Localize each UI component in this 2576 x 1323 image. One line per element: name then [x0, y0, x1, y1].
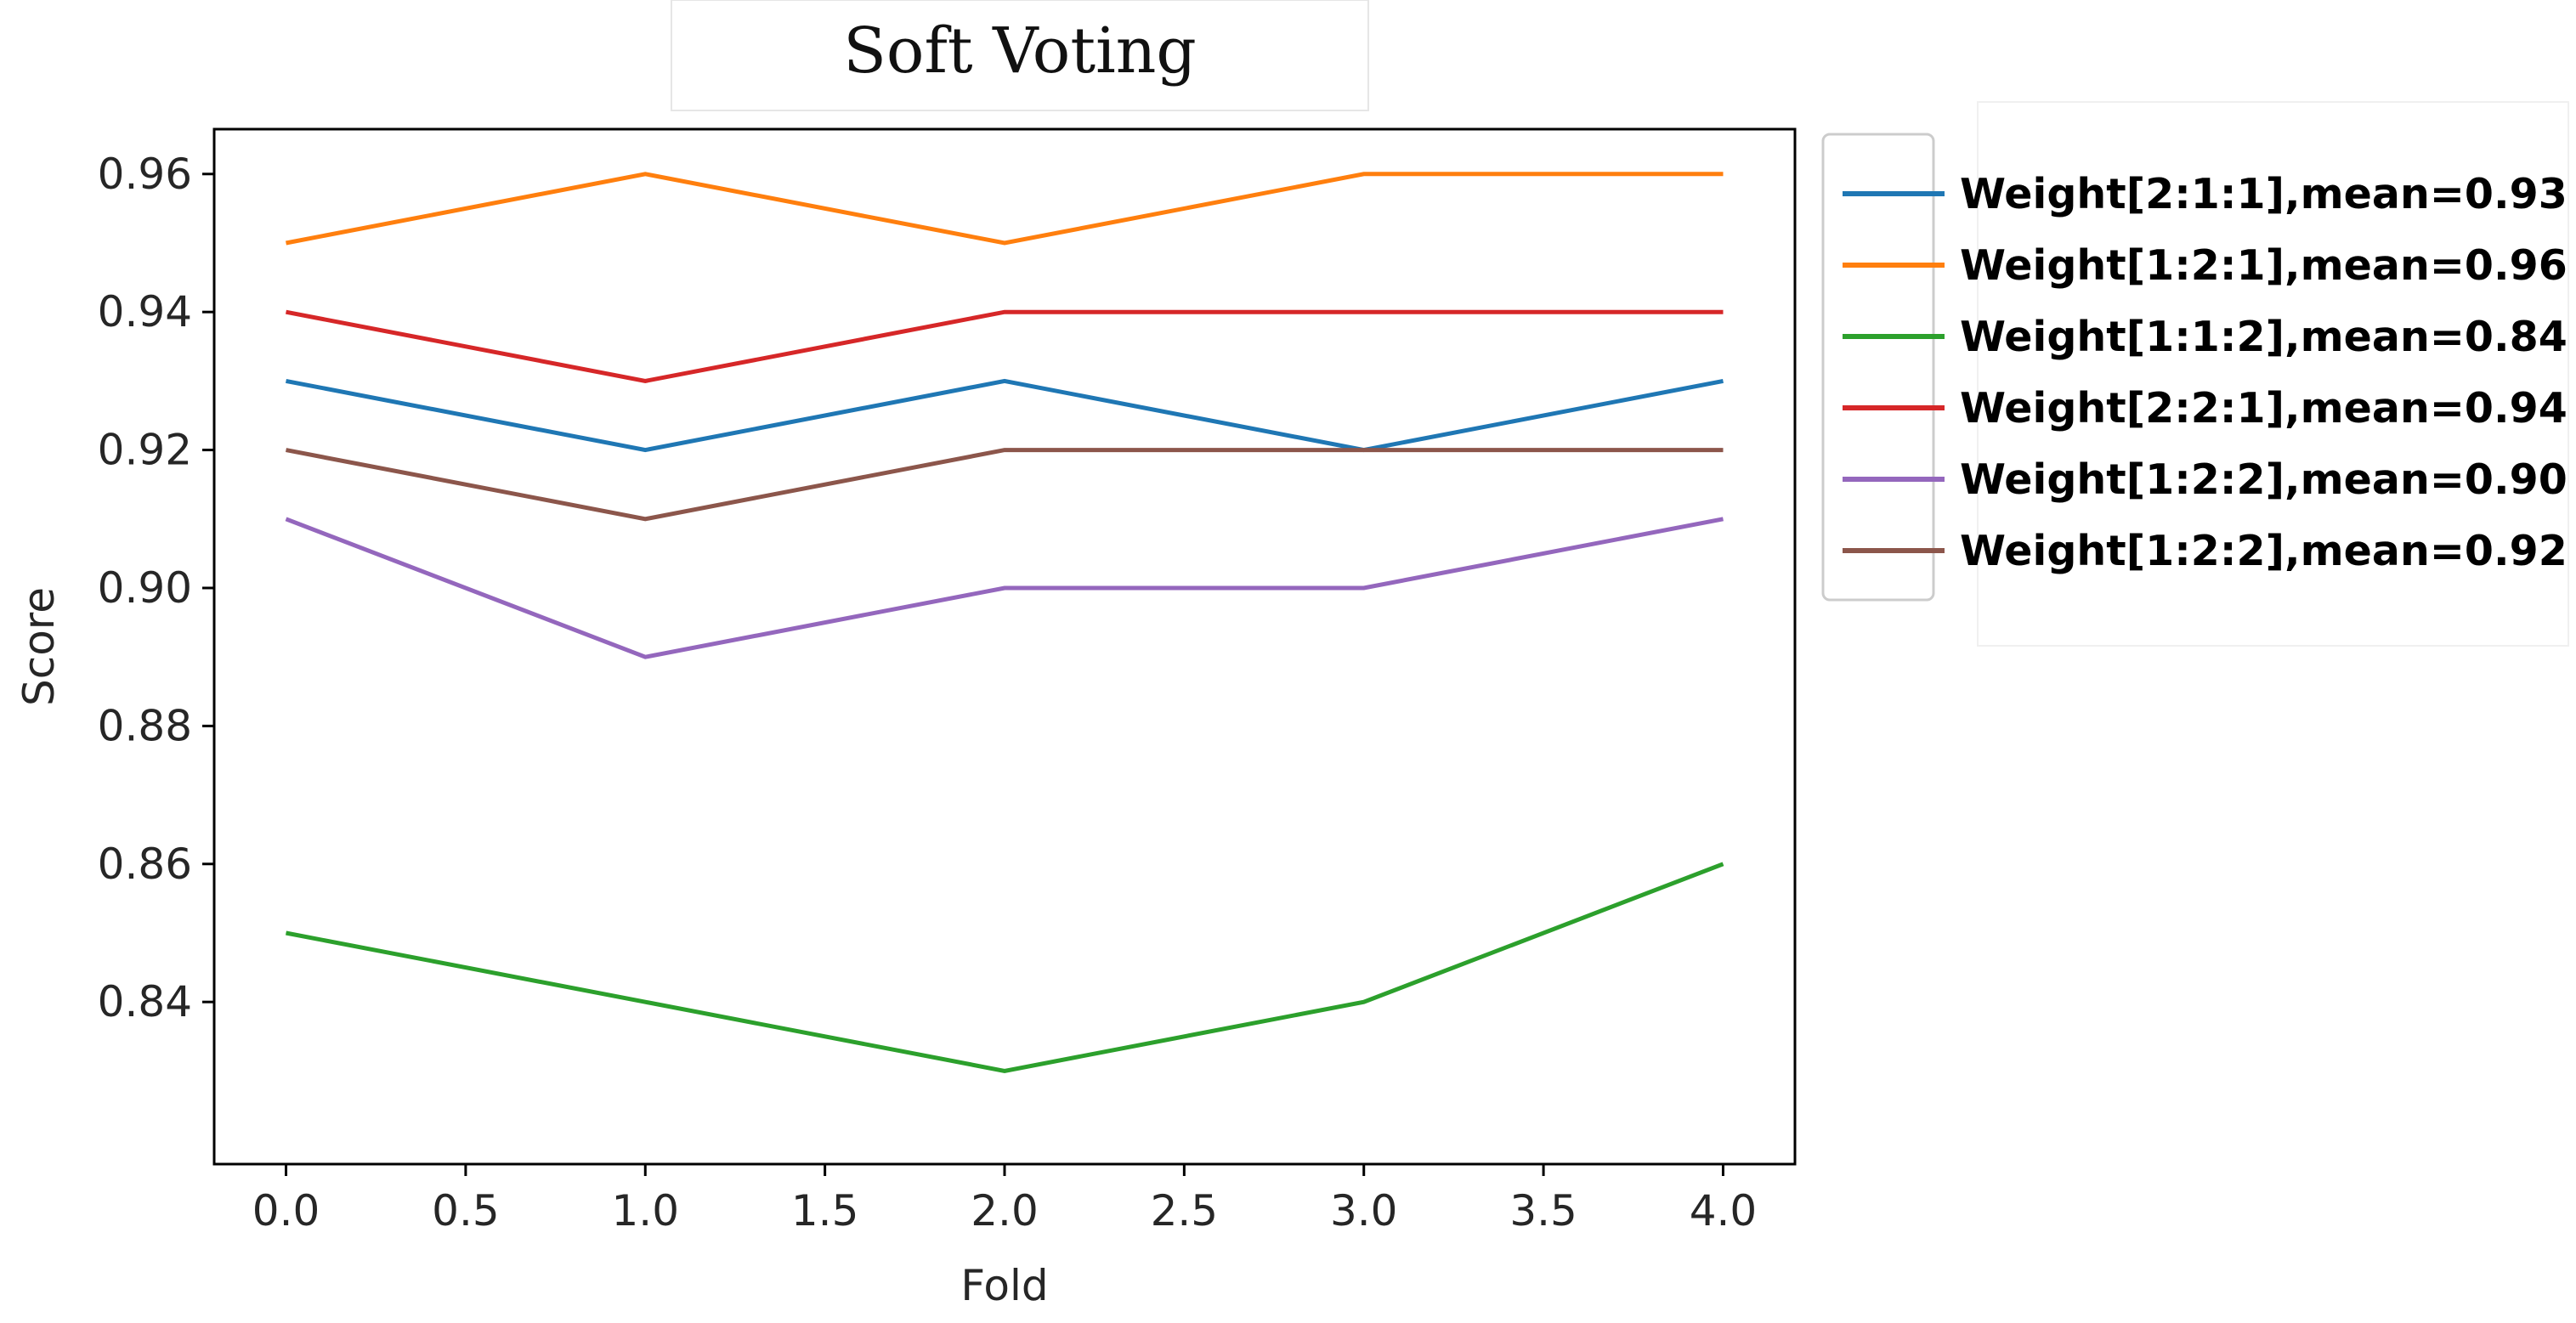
legend-frame	[1821, 133, 1935, 602]
y-axis-label: Score	[14, 587, 64, 706]
series-layer	[285, 172, 1724, 1073]
legend: Weight[2:1:1],mean=0.93 Weight[1:2:1],mea…	[1843, 170, 2568, 575]
y-tick-label: 0.92	[98, 426, 192, 475]
legend-label-4: Weight[2:2:1],mean=0.94	[1960, 384, 2568, 433]
legend-label-5: Weight[1:2:2],mean=0.90	[1960, 455, 2568, 504]
x-tick-label: 3.0	[1330, 1186, 1398, 1235]
y-axis-ticks: 0.84 0.86 0.88 0.90 0.92 0.94 0.96	[98, 150, 214, 1026]
x-tick-label: 0.0	[252, 1186, 320, 1235]
chart-title: Soft Voting	[843, 14, 1197, 88]
legend-label-2: Weight[1:2:1],mean=0.96	[1960, 241, 2568, 290]
x-tick-label: 1.0	[612, 1186, 680, 1235]
legend-label-3: Weight[1:1:2],mean=0.84	[1960, 313, 2568, 361]
plot-area	[212, 127, 1797, 1166]
legend-text-panel	[1977, 101, 2569, 647]
y-tick-label: 0.84	[98, 977, 192, 1026]
x-tick-label: 3.5	[1509, 1186, 1577, 1235]
title-box	[671, 0, 1369, 111]
y-tick-label: 0.88	[98, 701, 192, 750]
x-tick-label: 4.0	[1690, 1186, 1758, 1235]
y-tick-label: 0.94	[98, 287, 192, 336]
x-tick-label: 2.0	[971, 1186, 1039, 1235]
legend-label-6: Weight[1:2:2],mean=0.92	[1960, 527, 2568, 575]
x-axis-ticks: 0.0 0.5 1.0 1.5 2.0 2.5 3.0 3.5 4.0	[252, 1164, 1757, 1235]
y-tick-label: 0.90	[98, 563, 192, 613]
x-tick-label: 1.5	[791, 1186, 859, 1235]
legend-label-1: Weight[2:1:1],mean=0.93	[1960, 170, 2568, 218]
x-tick-label: 2.5	[1151, 1186, 1219, 1235]
y-tick-label: 0.96	[98, 150, 192, 199]
x-tick-label: 0.5	[432, 1186, 500, 1235]
x-axis-label: Fold	[960, 1261, 1048, 1310]
y-tick-label: 0.86	[98, 840, 192, 889]
